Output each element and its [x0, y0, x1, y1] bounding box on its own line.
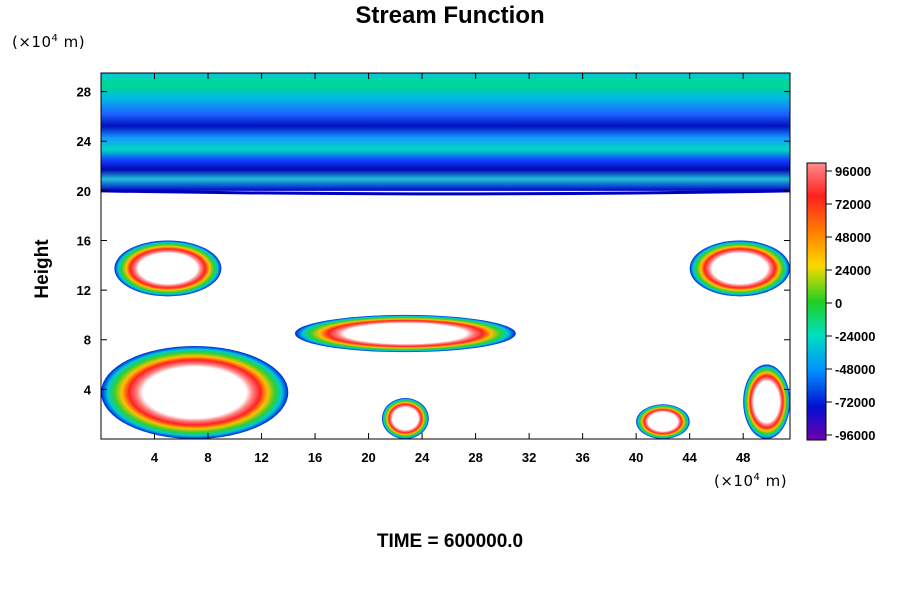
x-tick-label: 12 [254, 450, 268, 465]
colorbar-labels: 96000 72000 48000 24000 0 -24000 -48000 -72000 -… [826, 164, 875, 443]
feature-bottom-center-cell [381, 398, 429, 439]
x-tick-label: 32 [522, 450, 536, 465]
feature-mid-elongated-contour [294, 314, 516, 353]
colorbar-label: 72000 [835, 197, 871, 212]
colorbar-label: -96000 [835, 428, 875, 443]
x-axis: 4 8 12 16 20 24 28 32 36 40 44 48 [151, 73, 750, 465]
x-axis-unit: (×104 m) [714, 472, 788, 490]
colorbar-label: -24000 [835, 329, 875, 344]
x-tick-label: 28 [468, 450, 482, 465]
colorbar-label: 0 [835, 296, 842, 311]
feature-upper-band [101, 73, 790, 191]
y-axis: 4 8 12 16 20 24 28 [77, 85, 790, 397]
feature-left-closed-contour [114, 240, 222, 297]
y-tick-label: 8 [84, 333, 91, 348]
field-layer [101, 73, 790, 439]
colorbar-label: -48000 [835, 362, 875, 377]
colorbar [806, 162, 827, 441]
colorbar-label: 96000 [835, 164, 871, 179]
feature-bottom-left-cell [101, 345, 289, 439]
colorbar-label: 48000 [835, 230, 871, 245]
x-tick-label: 40 [629, 450, 643, 465]
plot-frame [100, 72, 791, 440]
feature-bottom-right-cell [636, 404, 690, 439]
x-tick-label: 48 [736, 450, 750, 465]
x-tick-label: 44 [682, 450, 697, 465]
chart-title: Stream Function [355, 2, 545, 29]
feature-edge-upper-band [101, 189, 790, 196]
x-tick-label: 36 [575, 450, 589, 465]
feature-right-upper-cell [689, 240, 790, 297]
y-tick-label: 4 [84, 382, 92, 397]
y-axis-unit: (×104 m) [12, 33, 86, 51]
x-tick-label: 16 [308, 450, 322, 465]
colorbar-label: 24000 [835, 263, 871, 278]
x-tick-label: 20 [361, 450, 375, 465]
y-tick-label: 16 [77, 233, 91, 248]
x-tick-label: 4 [151, 450, 159, 465]
x-tick-label: 24 [415, 450, 430, 465]
y-tick-label: 20 [77, 184, 91, 199]
time-label: TIME = 600000.0 [376, 531, 524, 552]
y-tick-label: 24 [77, 134, 92, 149]
y-tick-label: 28 [77, 85, 91, 100]
colorbar-label: -72000 [835, 395, 875, 410]
feature-right-edge-cell [743, 364, 790, 439]
x-tick-label: 8 [204, 450, 211, 465]
y-tick-label: 12 [77, 283, 91, 298]
